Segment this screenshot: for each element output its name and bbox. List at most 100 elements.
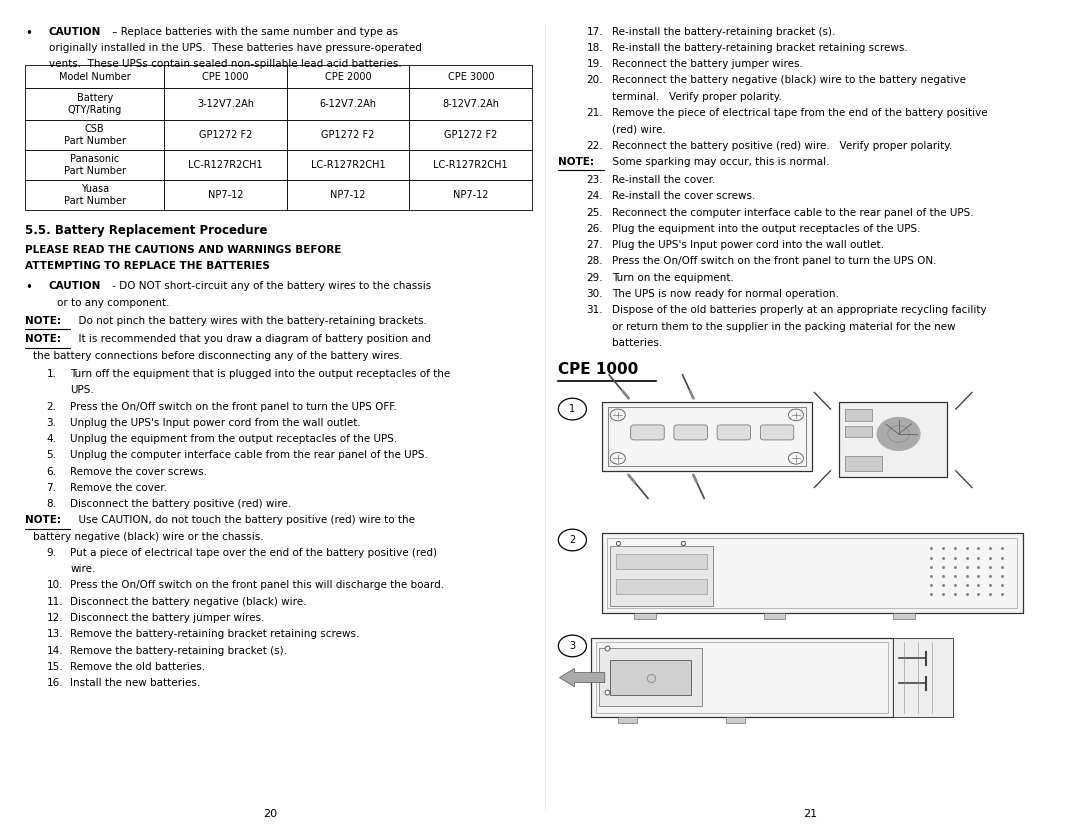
Text: 15.: 15. (46, 662, 63, 671)
Text: wire.: wire. (70, 565, 95, 574)
Bar (610, 660, 691, 695)
Bar (764, 612, 785, 619)
Bar (596, 641, 888, 712)
Text: UPS.: UPS. (70, 385, 94, 395)
Text: NP7-12: NP7-12 (330, 190, 366, 200)
Bar (591, 637, 893, 716)
Text: Reconnect the battery jumper wires.: Reconnect the battery jumper wires. (612, 59, 804, 69)
Text: GP1272 F2: GP1272 F2 (321, 130, 375, 140)
Text: 8.: 8. (46, 500, 56, 509)
Text: Press the On/Off switch on the front panel this will discharge the board.: Press the On/Off switch on the front pan… (70, 580, 444, 590)
Text: GP1272 F2: GP1272 F2 (444, 130, 498, 140)
Text: ATTEMPTING TO REPLACE THE BATTERIES: ATTEMPTING TO REPLACE THE BATTERIES (25, 262, 270, 271)
Text: Panasonic
Part Number: Panasonic Part Number (64, 154, 125, 176)
Text: 1.: 1. (46, 369, 56, 379)
Text: – Replace batteries with the same number and type as: – Replace batteries with the same number… (109, 27, 399, 37)
FancyBboxPatch shape (760, 425, 794, 440)
Bar (287, 65, 409, 88)
Text: Yuasa
Part Number: Yuasa Part Number (64, 184, 125, 206)
Text: Disconnect the battery negative (black) wire.: Disconnect the battery negative (black) … (70, 597, 307, 606)
Text: Remove the battery-retaining bracket (s).: Remove the battery-retaining bracket (s)… (70, 646, 287, 656)
Text: Install the new batteries.: Install the new batteries. (70, 678, 201, 688)
FancyBboxPatch shape (717, 425, 751, 440)
Text: Remove the old batteries.: Remove the old batteries. (70, 662, 205, 671)
Bar (409, 120, 532, 150)
Text: 30.: 30. (586, 289, 603, 299)
Text: Battery
QTY/Rating: Battery QTY/Rating (68, 93, 122, 115)
Text: NOTE:: NOTE: (558, 157, 594, 167)
Bar (726, 716, 745, 722)
Bar (599, 647, 702, 706)
Bar (839, 402, 947, 477)
Text: 1: 1 (569, 404, 576, 414)
Text: 10.: 10. (46, 580, 63, 590)
Text: CPE 3000: CPE 3000 (447, 72, 494, 82)
Bar (608, 407, 806, 465)
Text: LC-R127R2CH1: LC-R127R2CH1 (188, 160, 262, 170)
Text: 3: 3 (569, 641, 576, 651)
Text: Unplug the UPS's Input power cord from the wall outlet.: Unplug the UPS's Input power cord from t… (70, 418, 361, 428)
Text: 5.: 5. (46, 450, 56, 460)
Text: Unplug the computer interface cable from the rear panel of the UPS.: Unplug the computer interface cable from… (70, 450, 428, 460)
Bar (634, 612, 656, 619)
Bar (25, 180, 164, 210)
FancyArrow shape (559, 668, 605, 686)
Bar (287, 88, 409, 120)
Text: Remove the piece of electrical tape from the end of the battery positive: Remove the piece of electrical tape from… (612, 108, 988, 118)
Bar (602, 533, 1023, 612)
Text: CPE 2000: CPE 2000 (325, 72, 372, 82)
Text: Remove the cover.: Remove the cover. (70, 483, 167, 493)
Text: battery negative (black) wire or the chassis.: battery negative (black) wire or the cha… (33, 532, 265, 541)
Bar (409, 180, 532, 210)
Text: 8-12V7.2Ah: 8-12V7.2Ah (443, 99, 499, 109)
Text: 26.: 26. (586, 224, 603, 234)
Bar (25, 88, 164, 120)
Text: 22.: 22. (586, 140, 603, 150)
Text: 6.: 6. (46, 467, 56, 476)
Bar (25, 120, 164, 150)
Bar (164, 180, 287, 210)
Bar (164, 150, 287, 180)
Text: Turn on the equipment.: Turn on the equipment. (612, 273, 734, 283)
Text: 11.: 11. (46, 597, 63, 606)
Text: batteries.: batteries. (612, 338, 663, 348)
Text: 23.: 23. (586, 175, 603, 185)
Bar (287, 150, 409, 180)
Text: 24.: 24. (586, 191, 603, 201)
Text: 3.: 3. (46, 418, 56, 428)
Text: NOTE:: NOTE: (25, 316, 60, 326)
Text: CPE 1000: CPE 1000 (202, 72, 248, 82)
Text: It is recommended that you draw a diagram of battery position and: It is recommended that you draw a diagra… (72, 334, 431, 344)
Text: 9.: 9. (46, 548, 56, 558)
Text: vents.  These UPSs contain sealed non-spillable lead acid batteries.: vents. These UPSs contain sealed non-spi… (49, 59, 402, 69)
Text: Reconnect the battery negative (black) wire to the battery negative: Reconnect the battery negative (black) w… (612, 76, 967, 85)
Bar (607, 537, 1017, 608)
Text: Disconnect the battery positive (red) wire.: Disconnect the battery positive (red) wi… (70, 500, 292, 509)
Text: Unplug the equipment from the output receptacles of the UPS.: Unplug the equipment from the output rec… (70, 435, 397, 444)
Text: PLEASE READ THE CAUTIONS AND WARNINGS BEFORE: PLEASE READ THE CAUTIONS AND WARNINGS BE… (25, 245, 341, 255)
Text: Plug the equipment into the output receptacles of the UPS.: Plug the equipment into the output recep… (612, 224, 921, 234)
Text: Put a piece of electrical tape over the end of the battery positive (red): Put a piece of electrical tape over the … (70, 548, 437, 558)
Text: Model Number: Model Number (58, 72, 131, 82)
Text: the battery connections before disconnecting any of the battery wires.: the battery connections before disconnec… (33, 351, 403, 360)
Text: or to any component.: or to any component. (57, 298, 170, 308)
Text: Re-install the battery-retaining bracket retaining screws.: Re-install the battery-retaining bracket… (612, 43, 908, 53)
Bar (287, 180, 409, 210)
Text: CSB
Part Number: CSB Part Number (64, 124, 125, 146)
Bar (287, 120, 409, 150)
Text: CAUTION: CAUTION (49, 27, 100, 37)
Text: 20: 20 (262, 809, 278, 819)
Text: 3-12V7.2Ah: 3-12V7.2Ah (197, 99, 254, 109)
Text: 2: 2 (569, 535, 576, 545)
Bar (25, 65, 164, 88)
Bar (164, 88, 287, 120)
Text: 29.: 29. (586, 273, 603, 283)
Bar (893, 612, 915, 619)
Text: The UPS is now ready for normal operation.: The UPS is now ready for normal operatio… (612, 289, 839, 299)
Text: 25.: 25. (586, 208, 603, 218)
Text: 4.: 4. (46, 435, 56, 444)
Text: 21: 21 (802, 809, 818, 819)
Text: 16.: 16. (46, 678, 63, 688)
Text: 17.: 17. (586, 27, 603, 37)
Text: Plug the UPS's Input power cord into the wall outlet.: Plug the UPS's Input power cord into the… (612, 240, 885, 250)
